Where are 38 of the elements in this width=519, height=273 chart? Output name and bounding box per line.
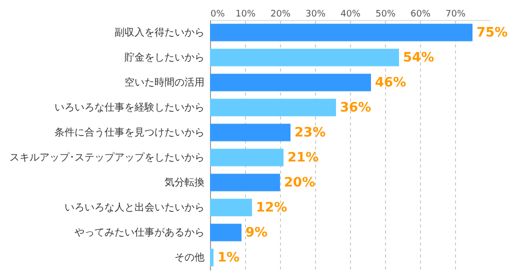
- bar: [210, 148, 284, 166]
- y-tick-label: 貯金をしたいから: [124, 52, 204, 64]
- bar: [210, 174, 280, 192]
- data-label: 21%: [288, 150, 319, 166]
- y-tick-label: その他: [174, 252, 204, 264]
- data-label: 75%: [476, 26, 508, 40]
- x-tick-label: 20%: [270, 10, 291, 20]
- x-tick-label: 30%: [305, 10, 326, 20]
- y-tick-label: やってみたい仕事があるから: [74, 226, 204, 238]
- bar: [210, 198, 252, 216]
- data-label: 20%: [284, 176, 316, 190]
- bar: [210, 248, 214, 266]
- bar: [210, 98, 336, 116]
- x-tick-label: 70%: [445, 10, 466, 20]
- bar: [210, 74, 371, 92]
- y-tick-label: 副収入を得たいから: [114, 26, 204, 38]
- bar: [210, 224, 242, 242]
- data-label: 1%: [218, 250, 240, 266]
- bar: [210, 124, 290, 142]
- x-tick-label: 60%: [410, 10, 431, 20]
- y-tick-label: いろいろな仕事を経験したいから: [54, 102, 204, 114]
- x-tick-label: 0%: [210, 10, 226, 20]
- y-tick-label: 空いた時間の活用: [124, 76, 204, 88]
- data-label: 36%: [340, 100, 372, 116]
- y-tick-label: いろいろな人と出会いたいから: [64, 202, 204, 214]
- data-label: 46%: [375, 76, 406, 90]
- x-tick-label: 50%: [375, 10, 396, 20]
- bar: [210, 48, 399, 66]
- y-tick-label: 条件に合う仕事を見つけたいから: [54, 126, 204, 138]
- x-tick-label: 40%: [340, 10, 361, 20]
- y-tick-label: 気分転換: [164, 176, 204, 188]
- data-label: 9%: [246, 226, 268, 240]
- data-label: 23%: [294, 126, 326, 140]
- x-tick-label: 10%: [235, 10, 256, 20]
- data-label: 12%: [256, 200, 288, 216]
- data-label: 54%: [403, 50, 434, 66]
- y-tick-label: スキルアップ･ステップアップをしたいから: [10, 152, 204, 164]
- bar: [210, 24, 472, 42]
